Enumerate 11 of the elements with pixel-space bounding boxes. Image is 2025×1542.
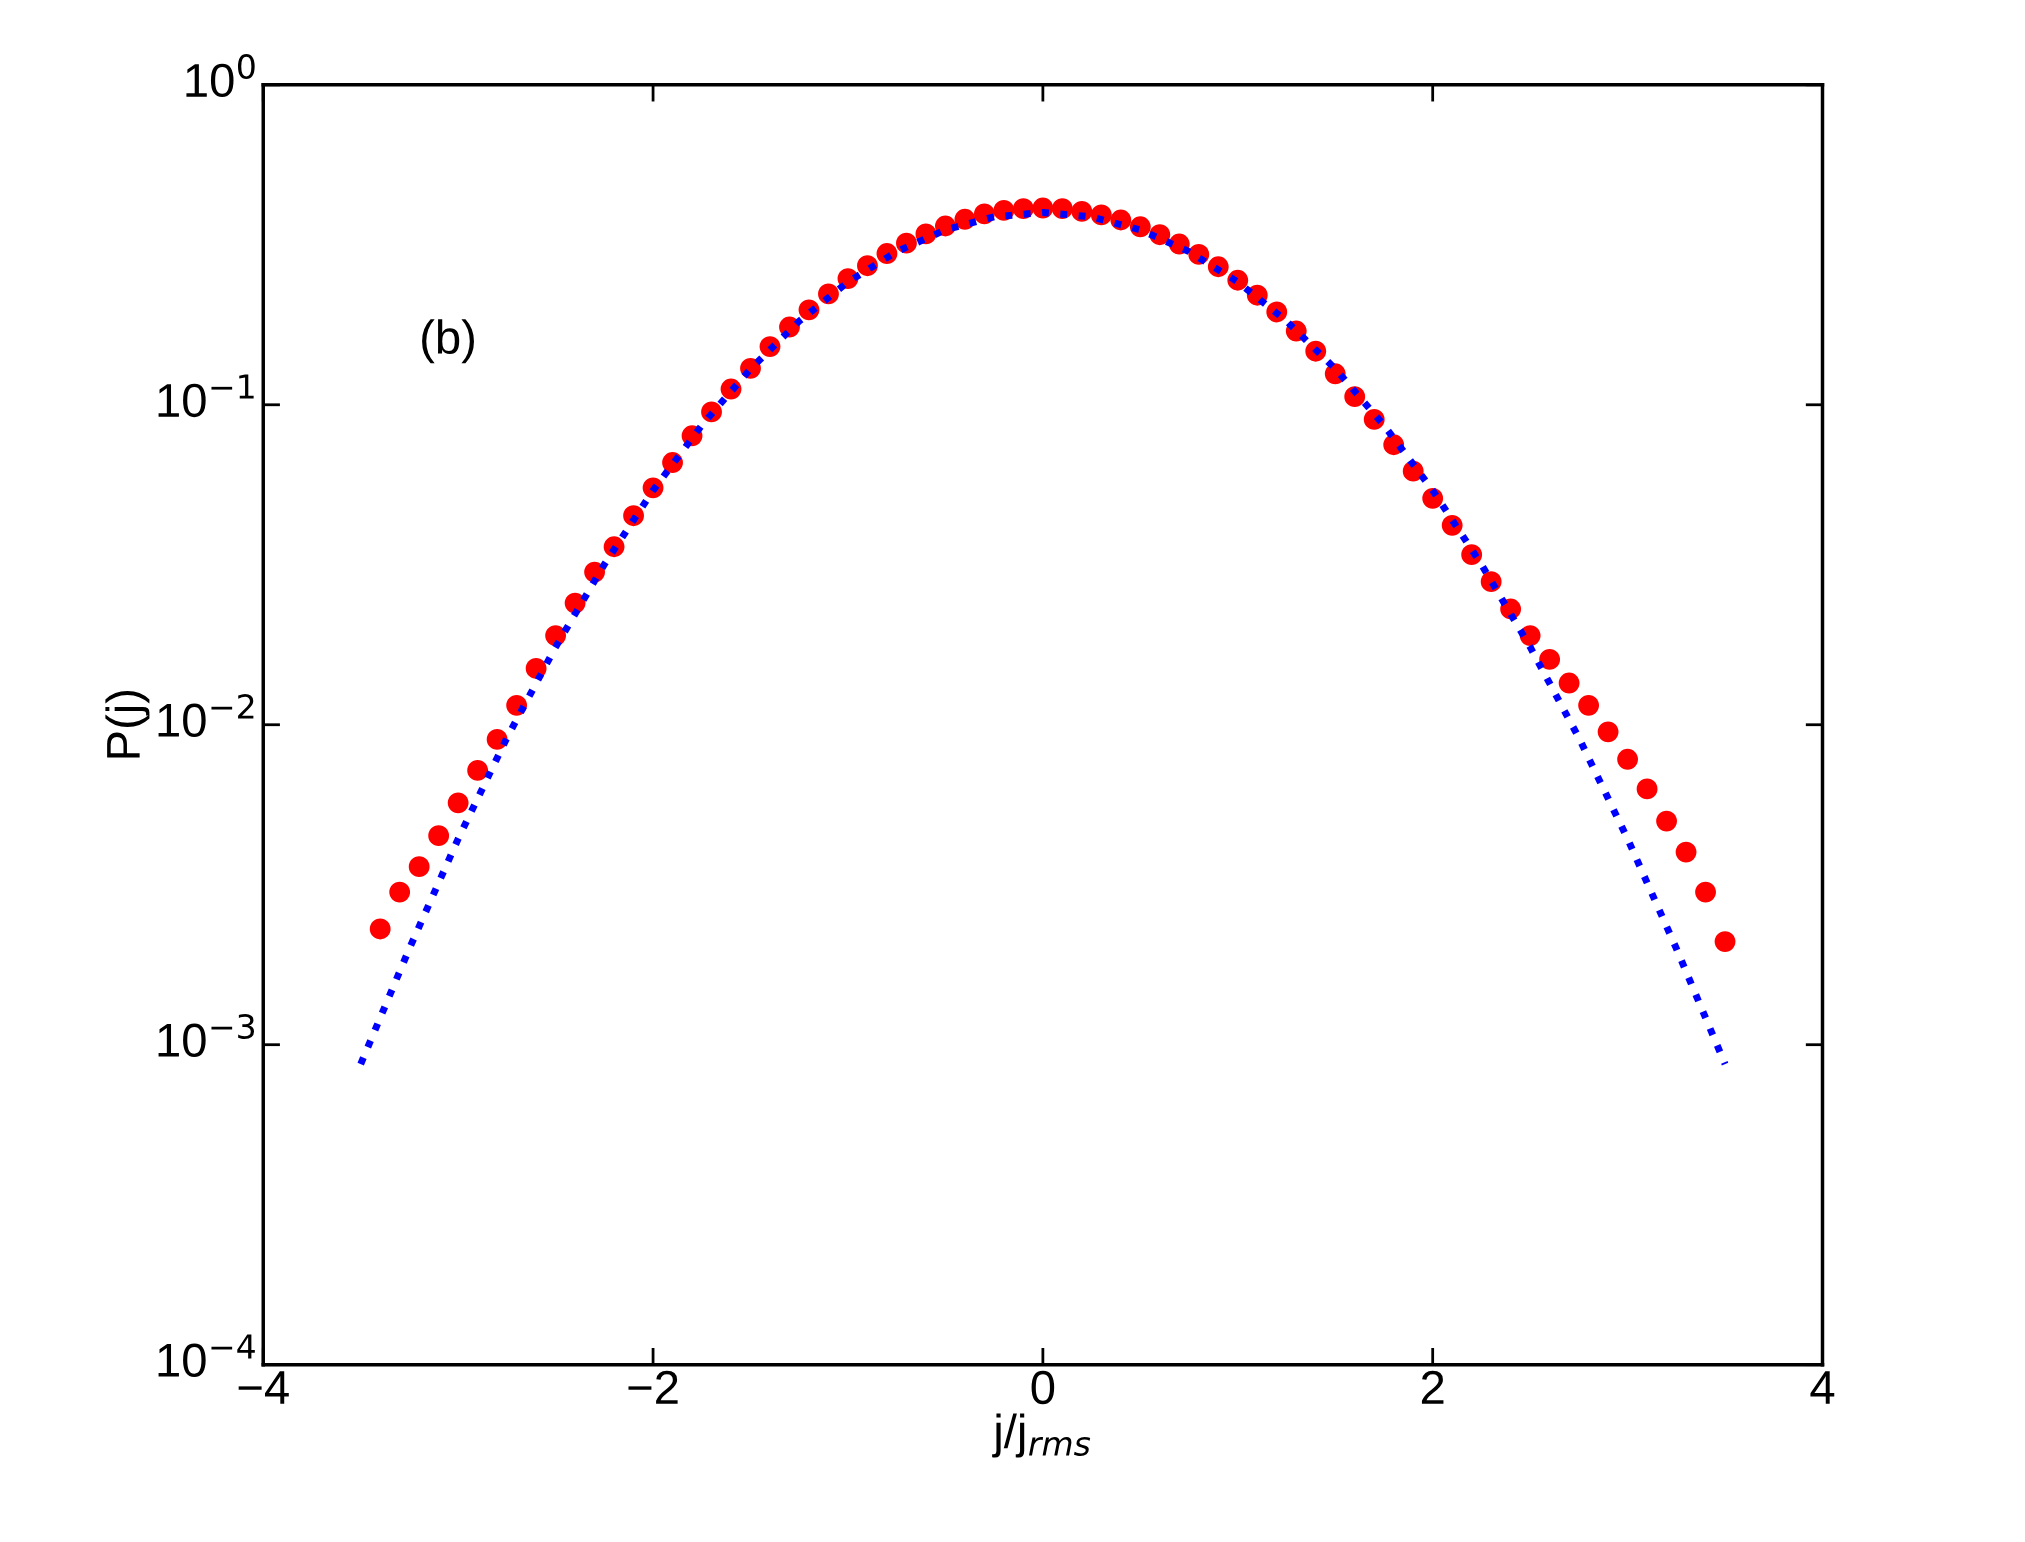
y-tick-label: 10$^{0}$ bbox=[186, 54, 255, 98]
y-axis-title: P(j) bbox=[105, 690, 150, 758]
y-tick-label: 10$^{−1}$ bbox=[158, 374, 254, 418]
x-tick-label: 0 bbox=[1031, 1370, 1055, 1405]
x-tick-label: −2 bbox=[628, 1370, 678, 1404]
y-tick-label: 10$^{−3}$ bbox=[158, 1013, 255, 1058]
x-tick-label: 2 bbox=[1421, 1370, 1444, 1404]
annotation: (b) bbox=[422, 319, 474, 364]
y-tick-label: 10$^{−2}$ bbox=[158, 693, 254, 738]
x-tick-label: 4 bbox=[1810, 1371, 1835, 1404]
x-axis-title: j/j$_{rms}$ bbox=[992, 1413, 1091, 1458]
